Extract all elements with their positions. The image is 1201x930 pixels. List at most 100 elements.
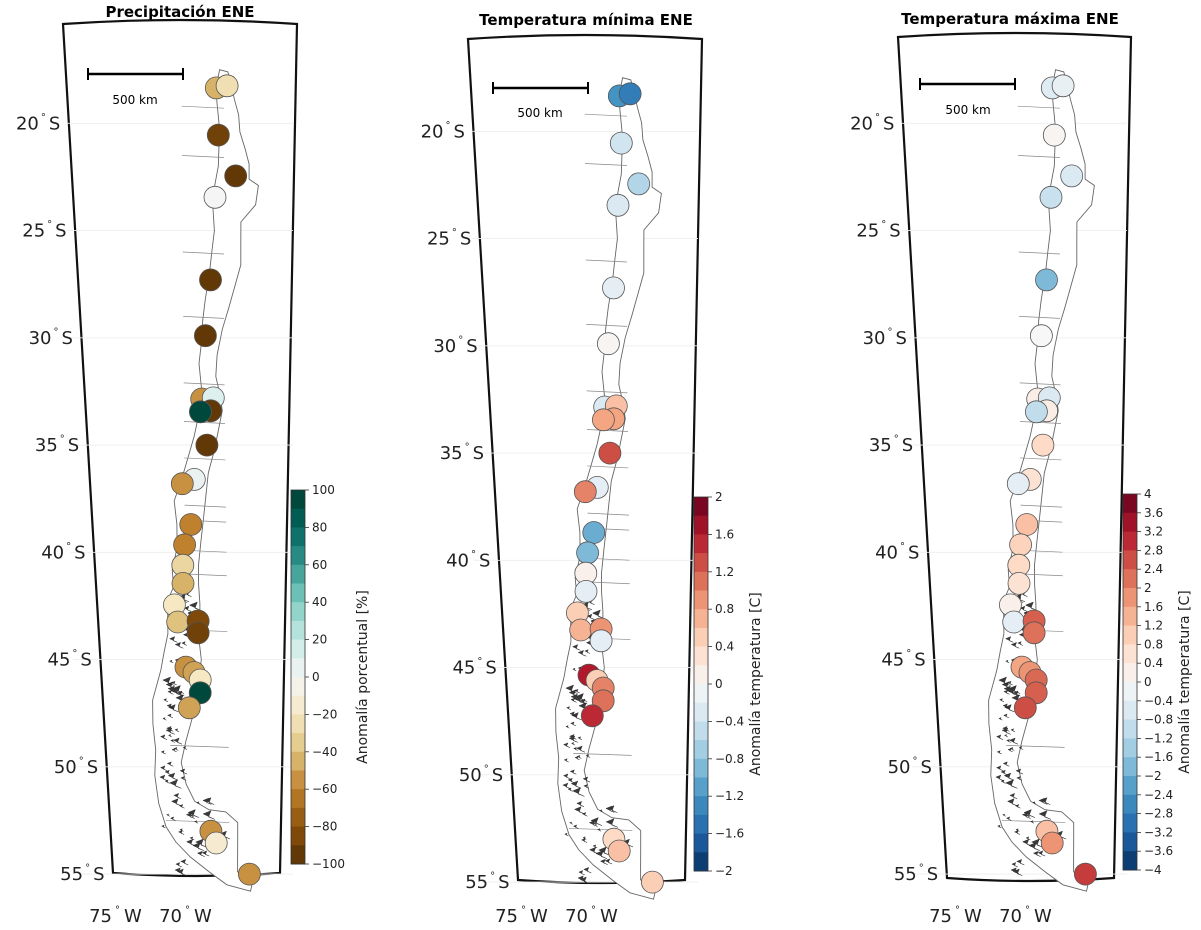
svg-text:°: ° (490, 871, 495, 882)
colorbar-tick-label: −60 (312, 782, 337, 796)
colorbar-tick-label: −100 (312, 857, 345, 871)
station-markers (162, 74, 261, 886)
colorbar-swatch (694, 534, 708, 554)
colorbar-swatch (291, 639, 305, 659)
colorbar-tick-label: 1.6 (1144, 600, 1163, 614)
station-marker (580, 704, 604, 728)
colorbar-tick-label: −1.6 (1144, 750, 1173, 764)
station-marker (204, 831, 228, 855)
svg-text:°: ° (477, 657, 482, 668)
station-marker (1039, 185, 1063, 209)
lat-label-35: 35 ° S (35, 434, 79, 456)
station-marker (203, 185, 227, 209)
region-boundary (1017, 105, 1061, 109)
station-marker (597, 332, 620, 356)
region-boundary (1018, 251, 1061, 255)
colorbar-swatch (291, 695, 305, 715)
region-boundary (586, 390, 628, 394)
colorbar-tick-label: 20 (312, 633, 327, 647)
svg-text:°: ° (881, 220, 886, 231)
svg-text:S: S (902, 435, 913, 456)
region-boundary (586, 324, 628, 327)
svg-text:°: ° (1025, 905, 1030, 916)
colorbar-swatch (291, 751, 305, 771)
colorbar-swatch (1123, 794, 1137, 815)
svg-text:W: W (194, 906, 212, 927)
svg-text:20: 20 (850, 113, 873, 134)
colorbar-swatch (1123, 682, 1137, 702)
colorbar-swatch (694, 497, 708, 517)
svg-text:20: 20 (421, 121, 444, 142)
colorbar-swatch (291, 583, 305, 603)
region-boundary (587, 465, 629, 469)
region-boundary (183, 316, 225, 319)
svg-text:S: S (498, 872, 509, 893)
svg-text:50: 50 (888, 757, 911, 778)
lon-label-70: 70 ° W (999, 905, 1052, 927)
station-marker (237, 862, 261, 886)
colorbar-tick-label: 1.6 (715, 527, 734, 541)
colorbar-swatch (694, 796, 708, 816)
svg-text:75: 75 (495, 906, 518, 927)
region-boundary (1019, 421, 1062, 424)
colorbar-swatch (291, 527, 305, 547)
colorbar-label: Anomalía temperatura [C] (1177, 590, 1193, 773)
colorbar-tick-label: −3.2 (1144, 825, 1173, 839)
svg-text:S: S (93, 864, 104, 885)
station-marker (188, 400, 212, 424)
svg-text:S: S (87, 757, 98, 778)
colorbar-tick-label: 3.2 (1144, 525, 1163, 539)
region-boundary (586, 429, 629, 432)
svg-text:°: ° (919, 863, 924, 874)
lat-label-45: 45 ° S (452, 657, 496, 679)
svg-text:W: W (964, 906, 982, 927)
svg-text:25: 25 (427, 229, 450, 250)
svg-text:S: S (927, 864, 938, 885)
svg-text:W: W (530, 906, 548, 927)
station-marker (166, 610, 190, 634)
station-marker (206, 123, 230, 147)
lon-label-70: 70 ° W (159, 905, 212, 927)
colorbar-swatch (291, 564, 305, 584)
svg-text:°: ° (888, 327, 893, 338)
lat-label-20: 20 ° S (16, 112, 60, 134)
colorbar-tick-label: −20 (312, 707, 337, 721)
svg-text:°: ° (955, 905, 960, 916)
station-marker (179, 513, 203, 536)
svg-text:40: 40 (446, 550, 469, 571)
svg-text:30: 30 (863, 328, 886, 349)
colorbar-tick-label: 0.4 (1144, 656, 1163, 670)
colorbar-tick-label: −0.8 (1144, 713, 1173, 727)
lat-label-25: 25 ° S (22, 220, 66, 242)
lat-label-30: 30 ° S (433, 335, 477, 357)
colorbar-swatch (694, 571, 708, 591)
svg-text:S: S (921, 757, 932, 778)
colorbar: 2 1.6 1.2 0.8 0.4 0 −0.4 −0.8 −1.2 −1.6 −2 Anomalía… (693, 490, 764, 878)
svg-text:45: 45 (48, 650, 71, 671)
svg-text:°: ° (894, 434, 899, 445)
colorbar-swatch (291, 490, 305, 510)
station-marker (576, 541, 599, 565)
lat-label-35: 35 ° S (869, 434, 913, 456)
colorbar-tick-label: −1.6 (715, 827, 744, 841)
station-marker (1031, 433, 1055, 457)
lat-label-20: 20 ° S (850, 112, 894, 134)
station-marker (1002, 610, 1026, 634)
station-marker (573, 480, 597, 504)
colorbar-tick-label: 0.8 (715, 602, 734, 616)
panel-title: Precipitación ENE (105, 3, 254, 21)
svg-text:S: S (883, 113, 894, 134)
svg-text:°: ° (53, 327, 58, 338)
region-boundary (184, 504, 226, 508)
colorbar-swatch (694, 721, 708, 741)
colorbar-swatch (1123, 644, 1137, 664)
station-marker (1040, 831, 1064, 855)
station-markers (566, 82, 664, 894)
colorbar-swatch (694, 646, 708, 666)
lat-label-55: 55 ° S (894, 863, 938, 885)
colorbar-tick-label: −2.4 (1144, 788, 1173, 802)
colorbar-tick-label: −2 (1144, 769, 1162, 783)
lat-label-55: 55 ° S (60, 863, 104, 885)
